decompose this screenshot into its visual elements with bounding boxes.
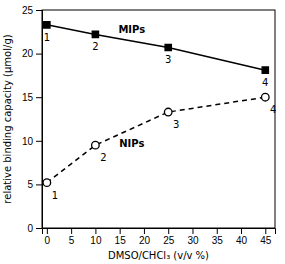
x-axis-title: DMSO/CHCl₃ (v/v %): [108, 250, 209, 261]
tick: 30: [187, 228, 199, 246]
tick-label: 10: [22, 136, 34, 147]
series-label: MIPs: [118, 24, 145, 35]
tick-label: 20: [139, 235, 151, 246]
tick: 35: [212, 228, 224, 246]
tick: 40: [236, 228, 248, 246]
tick-mark: [36, 141, 42, 142]
point-label: 2: [92, 41, 98, 52]
point-label: 3: [165, 54, 171, 65]
tick-label: 20: [22, 48, 34, 59]
tick: 10: [22, 136, 42, 147]
series-line: [47, 97, 265, 182]
tick-label: 0: [45, 235, 51, 246]
series-label: NIPs: [119, 138, 144, 149]
tick: 5: [27, 179, 42, 190]
point-label: 2: [100, 152, 106, 163]
tick-mark: [36, 10, 42, 11]
tick-label: 35: [212, 235, 224, 246]
marker: [43, 179, 51, 187]
series-line: [47, 25, 265, 70]
marker: [262, 67, 268, 73]
tick-label: 5: [69, 235, 75, 246]
plot: 0 5 10 15 20 25 30 35 40 45 0 5 10 15 20 25 1 2 3 4 MIPs 1 2 3 4…: [22, 5, 277, 246]
point-label: 4: [262, 77, 268, 88]
point-label: 3: [173, 119, 179, 130]
tick-mark: [36, 54, 42, 55]
tick-label: 25: [22, 5, 34, 16]
point-label: 1: [44, 32, 50, 43]
tick: 45: [260, 228, 272, 246]
axis-line: [43, 229, 276, 235]
tick-label: 25: [163, 235, 175, 246]
tick: 5: [69, 228, 75, 246]
tick-label: 15: [22, 92, 34, 103]
tick-label: 5: [27, 179, 33, 190]
point-label: 1: [52, 190, 58, 201]
tick: 25: [22, 5, 42, 16]
tick-label: 0: [27, 223, 33, 234]
tick-label: 45: [260, 235, 272, 246]
tick-mark: [95, 228, 96, 234]
tick-mark: [192, 228, 193, 234]
tick: 15: [22, 92, 42, 103]
tick-label: 40: [236, 235, 248, 246]
tick-mark: [120, 228, 121, 234]
tick: 20: [22, 48, 42, 59]
axis-line: [36, 11, 43, 229]
tick-mark: [71, 228, 72, 234]
tick-label: 30: [187, 235, 199, 246]
y-axis-title: relative binding capacity (μmol/g): [2, 34, 13, 203]
x-axis: 0 5 10 15 20 25 30 35 40 45: [43, 228, 276, 246]
tick-mark: [36, 184, 42, 185]
tick: 0: [27, 223, 42, 234]
marker: [165, 44, 171, 50]
chart: 0 5 10 15 20 25 30 35 40 45 0 5 10 15 20 25 1 2 3 4 MIPs 1 2 3 4…: [0, 0, 285, 264]
tick-label: 10: [90, 235, 102, 246]
tick-mark: [144, 228, 145, 234]
marks: [43, 22, 269, 187]
tick-mark: [265, 228, 266, 234]
tick: 0: [45, 228, 51, 246]
tick-mark: [36, 228, 42, 229]
tick-label: 15: [115, 235, 127, 246]
tick-mark: [241, 228, 242, 234]
labels: 1 2 3 4 MIPs 1 2 3 4 NIPs: [44, 24, 277, 201]
marker: [92, 31, 98, 37]
tick-mark: [217, 228, 218, 234]
plot-frame: [42, 10, 275, 228]
tick: 25: [163, 228, 175, 246]
marker: [44, 22, 50, 28]
tick-mark: [168, 228, 169, 234]
point-label: 4: [270, 104, 276, 115]
tick-mark: [47, 228, 48, 234]
marker: [92, 141, 100, 149]
tick-mark: [36, 97, 42, 98]
tick: 15: [115, 228, 127, 246]
marker: [262, 93, 270, 101]
tick: 10: [90, 228, 102, 246]
y-axis: 0 5 10 15 20 25: [22, 5, 43, 234]
tick: 20: [139, 228, 151, 246]
marker: [164, 108, 172, 116]
